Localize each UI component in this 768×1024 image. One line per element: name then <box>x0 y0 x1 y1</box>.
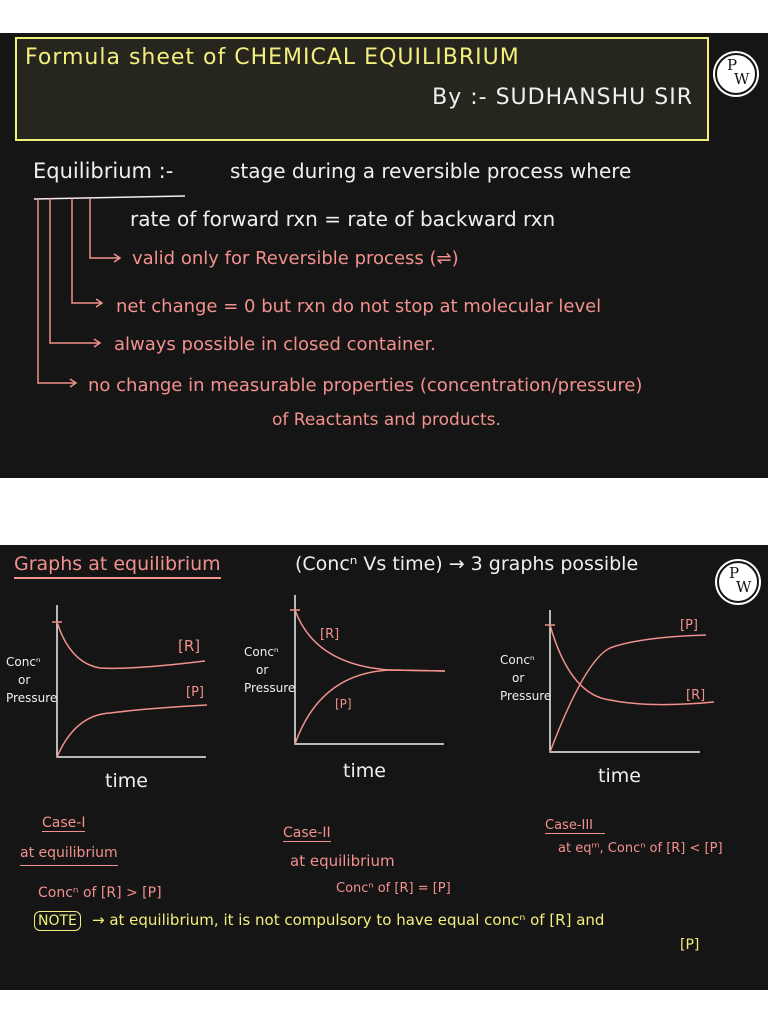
graph2-p-label: [P] <box>335 697 352 711</box>
slide-formula-sheet: Formula sheet of CHEMICAL EQUILIBRIUM By… <box>0 33 768 478</box>
graph2-axes <box>294 595 444 745</box>
point-3: always possible in closed container. <box>114 334 436 355</box>
case3-title: Case-III <box>545 818 606 834</box>
case1-line1: at equilibrium <box>20 845 118 866</box>
note-badge: NOTE <box>34 911 81 931</box>
slide-graphs: Graphs at equilibrium (Concⁿ Vs time) → … <box>0 545 768 990</box>
graph2-p-curve <box>294 669 446 745</box>
case1-line2: Concⁿ of [R] > [P] <box>38 885 162 901</box>
graph2-r-label: [R] <box>320 627 340 642</box>
case2-line1: at equilibrium <box>290 852 395 870</box>
graph3-r-label: [R] <box>686 688 706 703</box>
graph3-xlabel: time <box>598 765 641 787</box>
graph1-ylabel-2: or <box>18 673 31 687</box>
graph3-r-curve <box>549 624 715 706</box>
graph3-ylabel-1: Concⁿ <box>500 653 535 667</box>
note-text-2: [P] <box>680 937 700 953</box>
graph2-ylabel-1: Concⁿ <box>244 645 279 659</box>
note-text: → at equilibrium, it is not compulsory t… <box>92 911 605 929</box>
author-byline: By :- SUDHANSHU SIR <box>432 85 693 110</box>
graph2-ylabel-3: Pressure <box>244 681 296 695</box>
definition-line2: rate of forward rxn = rate of backward r… <box>130 207 556 231</box>
case3-line1: at eqᵐ, Concⁿ of [R] < [P] <box>558 841 723 856</box>
graph1-r-curve <box>56 621 206 670</box>
graph3-ylabel-3: Pressure <box>500 689 552 703</box>
bracket-arrows <box>33 195 186 388</box>
case2-title: Case-II <box>283 825 331 842</box>
point-2: net change = 0 but rxn do not stop at mo… <box>116 296 602 317</box>
definition-text: stage during a reversible process where <box>230 159 632 183</box>
graph3-p-curve <box>549 634 707 753</box>
graph1-p-label: [P] <box>186 685 204 700</box>
graph1-r-label: [R] <box>178 637 201 655</box>
graphs-title: Graphs at equilibrium <box>14 553 221 579</box>
case2-line2: Concⁿ of [R] = [P] <box>336 881 451 896</box>
case1-title: Case-I <box>42 815 86 832</box>
graph1-xlabel: time <box>105 770 148 792</box>
equilibrium-graphs <box>52 595 715 758</box>
graph2-ylabel-2: or <box>256 663 269 677</box>
graph2-r-curve <box>294 609 446 672</box>
point-5: of Reactants and products. <box>272 410 501 430</box>
sheet-title: Formula sheet of CHEMICAL EQUILIBRIUM <box>25 45 520 70</box>
point-4: no change in measurable properties (conc… <box>88 375 643 396</box>
point-1: valid only for Reversible process (⇌) <box>132 248 459 269</box>
graph3-p-label: [P] <box>680 618 698 633</box>
graph1-ylabel-3: Pressure <box>6 691 58 705</box>
graphs-subtitle: (Concⁿ Vs time) → 3 graphs possible <box>295 553 639 575</box>
graph1-axes <box>56 605 206 758</box>
graph3-axes <box>549 610 700 753</box>
definition-term: Equilibrium :- <box>33 159 174 183</box>
graph1-ylabel-1: Concⁿ <box>6 655 41 669</box>
title-box: Formula sheet of CHEMICAL EQUILIBRIUM By… <box>15 37 709 141</box>
graph1-p-curve <box>56 704 208 758</box>
graph2-xlabel: time <box>343 760 386 782</box>
graph3-ylabel-2: or <box>512 671 525 685</box>
